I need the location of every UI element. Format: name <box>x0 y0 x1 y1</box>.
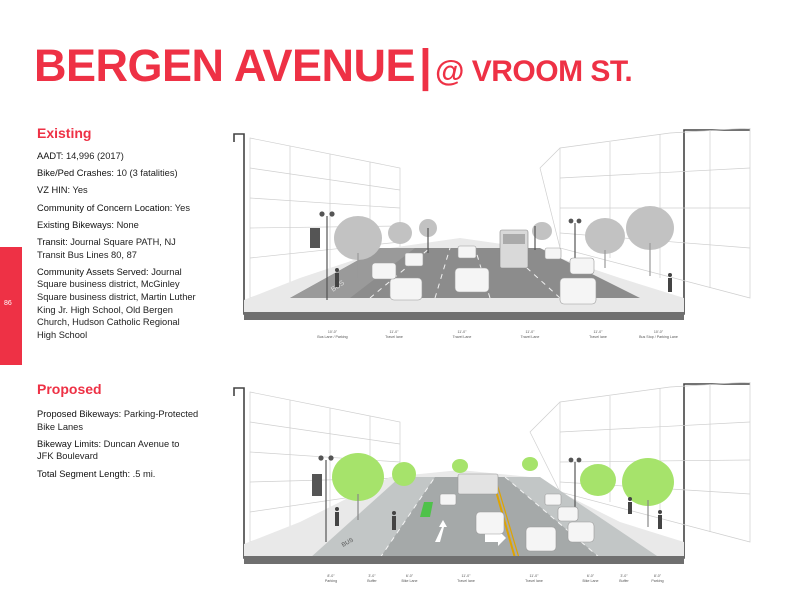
proposed-lane-5: 11'-0" Travel lane <box>525 574 543 583</box>
info-existing-bikeways: Existing Bikeways: None <box>37 219 139 230</box>
cars <box>371 245 597 305</box>
bus-shelter-sign <box>312 474 322 496</box>
street-lights <box>318 455 582 542</box>
info-vz-hin: VZ HIN: Yes <box>37 185 88 196</box>
curb-base <box>244 556 684 564</box>
proposed-heading: Proposed <box>37 381 102 397</box>
info-aadt: AADT: 14,996 (2017) <box>37 151 124 161</box>
arrow-marking <box>435 520 447 542</box>
tree-trunks <box>357 494 649 527</box>
proposed-lane-1: 8'-0" Parking <box>324 574 338 583</box>
bus-lane <box>290 248 415 298</box>
title-separator: | <box>419 40 432 91</box>
trees <box>332 453 674 506</box>
pedestrians <box>335 268 672 292</box>
existing-dimensions: 10'-0" Bus Lane / Parking 11'-0" Travel la… <box>305 330 685 340</box>
proposed-street-section: BUS <box>233 382 751 564</box>
bus <box>457 473 499 495</box>
info-community-assets: Community Assets Served: Journal Square … <box>37 266 196 340</box>
street-lights <box>319 211 582 300</box>
info-transit: Transit: Journal Square PATH, NJ Transit… <box>37 236 176 260</box>
info-crashes: Bike/Ped Crashes: 10 (3 fatalities) <box>37 168 178 179</box>
existing-lane-6: 10'-0" Bus Stop / Parking Lane <box>639 330 678 339</box>
info-community-concern: Community of Concern Location: Yes <box>37 202 190 213</box>
existing-lane-1: 10'-0" Bus Lane / Parking <box>317 330 348 339</box>
existing-lane-2: 11'-0" Travel lane <box>385 330 403 339</box>
bus-shelter-sign <box>310 228 320 248</box>
page-number: 86 <box>4 300 12 307</box>
buildings-left <box>249 391 401 543</box>
existing-lane-4: 11'-0" Travel Lane <box>520 330 540 339</box>
existing-lane-3: 11'-0" Travel Lane <box>452 330 472 339</box>
green-bike-box <box>420 502 433 517</box>
proposed-dimensions: 8'-0" Parking 3'-0" Buffer 6'-0" Bike Lane … <box>305 574 685 584</box>
proposed-lane-6: 6'-0" Bike Lane <box>582 574 599 583</box>
info-segment-length: Total Segment Length: .5 mi. <box>37 468 156 479</box>
cars <box>439 493 595 552</box>
proposed-lane-4: 11'-0" Travel lane <box>457 574 475 583</box>
page-tab <box>0 247 22 365</box>
info-bikeway-limits: Bikeway Limits: Duncan Avenue to JFK Bou… <box>37 438 180 462</box>
proposed-lane-7: 3'-0" Buffer <box>619 574 629 583</box>
existing-heading: Existing <box>37 125 92 141</box>
tree-trunks <box>357 243 651 278</box>
existing-street-section: BUS <box>233 128 751 320</box>
curb-base <box>244 312 684 320</box>
lane-markings <box>379 476 601 559</box>
existing-lane-5: 11'-0" Travel lane <box>589 330 607 339</box>
proposed-lane-3: 6'-0" Bike Lane <box>401 574 418 583</box>
info-proposed-bikeways: Proposed Bikeways: Parking-Protected Bik… <box>37 409 199 432</box>
proposed-lane-8: 8'-0" Parking <box>651 574 664 583</box>
bus-only-marking: BUS <box>341 537 355 548</box>
cyclists-and-pedestrians <box>335 497 662 530</box>
existing-info: AADT: 14,996 (2017) Bike/Ped Crashes: 10… <box>37 150 217 346</box>
title-sub: @ VROOM ST. <box>435 55 633 88</box>
title-main: BERGEN AVENUE <box>34 40 416 91</box>
proposed-info: Proposed Bikeways: Parking-Protected Bik… <box>37 408 217 485</box>
proposed-lane-2: 3'-0" Buffer <box>367 574 377 583</box>
page-title: BERGEN AVENUE| @ VROOM ST. <box>34 40 633 92</box>
